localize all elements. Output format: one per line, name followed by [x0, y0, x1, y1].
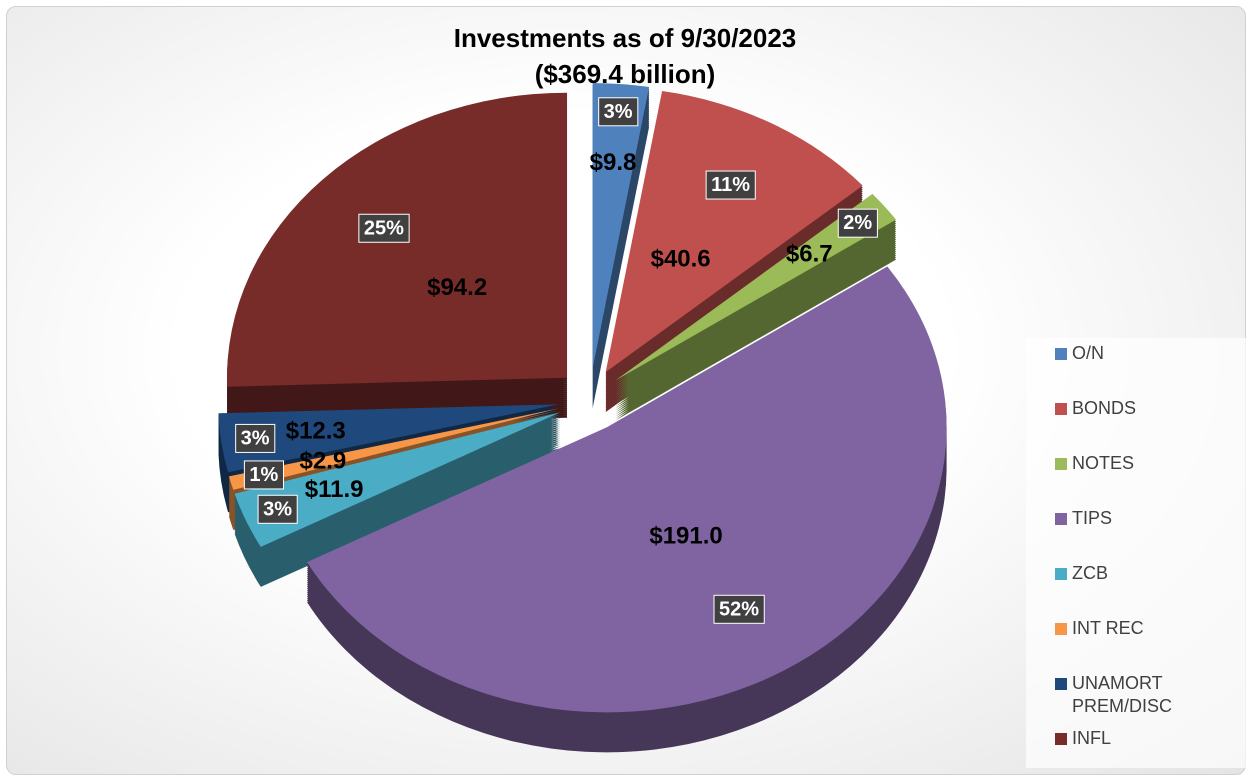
- legend-item: ZCB: [1055, 562, 1222, 585]
- legend-item: INT REC: [1055, 617, 1222, 640]
- percent-label: 1%: [249, 464, 278, 486]
- legend-item: TIPS: [1055, 507, 1222, 530]
- legend-item: BONDS: [1055, 397, 1222, 420]
- slice: [228, 408, 560, 490]
- legend-label: TIPS: [1072, 508, 1113, 528]
- legend-label: BONDS: [1072, 398, 1137, 418]
- value-label: $11.9: [305, 476, 364, 503]
- legend-label: NOTES: [1072, 453, 1135, 473]
- slice: [592, 83, 650, 369]
- percent-label-box: [598, 97, 639, 127]
- value-label: $2.9: [300, 448, 347, 475]
- legend-label: INT REC: [1072, 618, 1144, 638]
- legend-swatch: [1055, 733, 1067, 745]
- value-label: $40.6: [651, 246, 711, 273]
- legend-item: INFL: [1055, 727, 1222, 750]
- chart-subtitle: ($369.4 billion): [535, 59, 716, 89]
- percent-label: 25%: [364, 217, 404, 239]
- percent-label: 3%: [241, 427, 270, 449]
- legend-swatch: [1055, 568, 1067, 580]
- legend-swatch: [1055, 458, 1067, 470]
- legend-label: UNAMORT PREM/DISC: [1072, 673, 1173, 716]
- legend-swatch: [1055, 513, 1067, 525]
- slice: [234, 412, 561, 547]
- percent-label-box: [243, 460, 284, 490]
- percent-label-box: [235, 423, 276, 453]
- percent-label: 2%: [843, 212, 872, 234]
- legend: O/N BONDS NOTES TIPS ZCB INT REC UNAMORT PREM/…: [1026, 338, 1246, 768]
- slice: [615, 193, 897, 381]
- legend-swatch: [1055, 678, 1067, 690]
- percent-label-box: [837, 208, 878, 238]
- percent-label-box: [257, 494, 298, 524]
- percent-label: 3%: [604, 101, 633, 123]
- percent-label: 11%: [711, 174, 750, 196]
- legend-item: UNAMORT PREM/DISC: [1055, 672, 1222, 718]
- slice: [307, 266, 947, 713]
- percent-label: 3%: [263, 498, 292, 520]
- value-label: $6.7: [786, 241, 833, 268]
- slice: [605, 91, 863, 373]
- chart-title: Investments as of 9/30/2023: [454, 23, 797, 53]
- value-label: $9.8: [590, 149, 637, 176]
- percent-label-box: [705, 170, 756, 200]
- percent-label: 52%: [719, 598, 759, 620]
- legend-item: NOTES: [1055, 452, 1222, 475]
- value-label: $191.0: [649, 522, 722, 549]
- percent-label-box: [358, 213, 410, 243]
- slice: [218, 404, 559, 473]
- value-label: $12.3: [286, 418, 346, 445]
- percent-label-box: [713, 594, 765, 624]
- legend-swatch: [1055, 403, 1067, 415]
- slice-side: [234, 414, 561, 587]
- legend-label: O/N: [1072, 343, 1105, 363]
- legend-swatch: [1055, 623, 1067, 635]
- legend-label: ZCB: [1072, 563, 1108, 583]
- legend-swatch: [1055, 348, 1067, 360]
- legend-item: O/N: [1055, 342, 1222, 365]
- legend-label: INFL: [1072, 728, 1112, 748]
- value-label: $94.2: [427, 274, 487, 301]
